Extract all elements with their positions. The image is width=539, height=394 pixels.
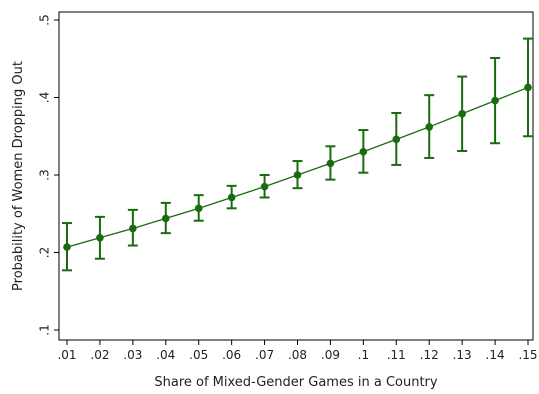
x-tick-label: .05 bbox=[189, 348, 208, 362]
data-point bbox=[326, 159, 335, 168]
x-tick-label: .13 bbox=[453, 348, 472, 362]
data-point bbox=[129, 224, 137, 233]
y-tick-label: .3 bbox=[38, 169, 52, 180]
data-point bbox=[161, 214, 170, 223]
x-axis: .01 .02 .03 .04 .05 .06 .07 .08 .09 .1 .11 .12 .13 .1… bbox=[57, 340, 538, 362]
data-point bbox=[491, 96, 499, 105]
x-tick-label: .02 bbox=[90, 348, 109, 362]
data-point bbox=[293, 171, 302, 179]
x-tick-label: .1 bbox=[358, 348, 369, 362]
data-point bbox=[227, 193, 236, 202]
x-tick-label: .03 bbox=[123, 348, 142, 362]
data-point bbox=[425, 123, 434, 131]
x-axis-label: Share of Mixed-Gender Games in a Country bbox=[154, 375, 438, 390]
data-point bbox=[63, 243, 71, 251]
data-point bbox=[96, 233, 104, 242]
y-tick-label: .1 bbox=[38, 324, 52, 335]
data-point bbox=[194, 204, 203, 213]
data-point bbox=[524, 83, 532, 92]
y-axis: .1 .2 .3 .4 .5 bbox=[38, 14, 59, 336]
y-axis-label: Probability of Women Dropping Out bbox=[11, 61, 26, 291]
x-tick-label: .01 bbox=[57, 348, 76, 362]
y-tick-label: .5 bbox=[38, 14, 52, 25]
x-tick-label: .08 bbox=[288, 348, 307, 362]
x-tick-label: .15 bbox=[518, 348, 537, 362]
series-layer bbox=[62, 37, 533, 272]
x-tick-label: .11 bbox=[387, 348, 406, 362]
x-tick-label: .09 bbox=[321, 348, 340, 362]
data-point bbox=[392, 135, 401, 144]
x-tick-label: .04 bbox=[156, 348, 175, 362]
x-tick-label: .14 bbox=[486, 348, 505, 362]
y-tick-label: .2 bbox=[38, 247, 52, 258]
x-tick-label: .07 bbox=[255, 348, 274, 362]
data-point bbox=[359, 147, 368, 156]
x-tick-label: .12 bbox=[420, 348, 439, 362]
y-tick-label: .4 bbox=[38, 92, 52, 103]
data-point bbox=[260, 182, 269, 191]
x-tick-label: .06 bbox=[222, 348, 241, 362]
data-point bbox=[458, 109, 466, 118]
